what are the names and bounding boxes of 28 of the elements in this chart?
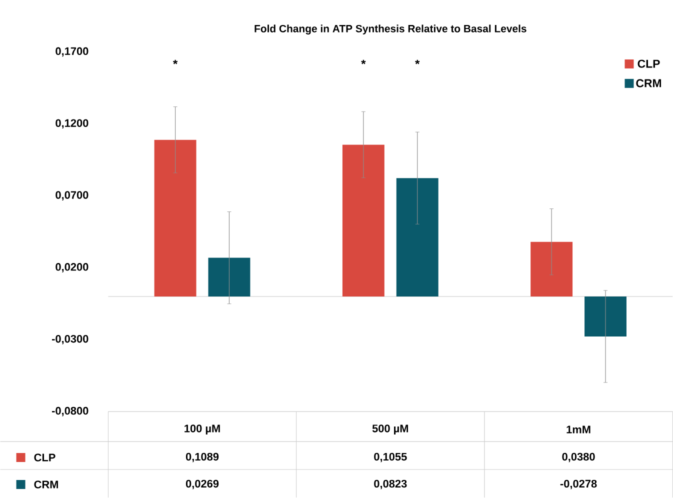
- data-label: -0,0278: [560, 480, 597, 490]
- text: CRM: [34, 480, 58, 488]
- data-label: 0,1055: [374, 452, 407, 462]
- annotation: *: [173, 60, 178, 64]
- annotation: *: [415, 60, 420, 64]
- bar: [584, 296, 626, 337]
- legend-label: CRM: [636, 79, 662, 88]
- y-tick-label: 0,0200: [56, 263, 88, 272]
- y-tick-label: 0,0700: [56, 191, 88, 201]
- text: CLP: [34, 454, 56, 462]
- chart-title: Fold Change in ATP Synthesis Relative to Basal Levels: [254, 24, 526, 35]
- data-label: 0,0823: [374, 480, 407, 490]
- data-label: 0,0269: [186, 480, 219, 490]
- bar: [154, 140, 196, 297]
- x-tick-label: 1mM: [566, 426, 590, 434]
- y-tick-label: -0,0800: [52, 407, 88, 416]
- x-tick-label: 100 µM: [184, 424, 220, 435]
- y-tick-label: -0,0300: [52, 335, 88, 344]
- bar: [208, 258, 250, 297]
- legend-label: CLP: [638, 60, 660, 68]
- annotation: *: [361, 60, 366, 64]
- bar: [342, 144, 384, 297]
- bar: [396, 178, 438, 297]
- x-tick-label: 500 µM: [372, 424, 408, 435]
- y-tick-label: 0,1700: [56, 47, 88, 57]
- data-label: 0,1089: [186, 452, 219, 462]
- y-tick-label: 0,1200: [56, 119, 88, 129]
- data-label: 0,0380: [562, 452, 595, 462]
